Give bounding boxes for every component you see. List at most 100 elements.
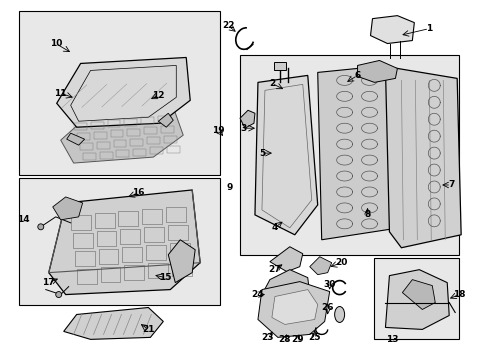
Bar <box>94 213 114 228</box>
Bar <box>170 243 190 258</box>
Text: 13: 13 <box>386 335 398 344</box>
Text: 23: 23 <box>261 333 274 342</box>
Text: 29: 29 <box>291 335 304 344</box>
Bar <box>150 147 163 154</box>
Bar <box>77 133 89 140</box>
Polygon shape <box>309 257 331 275</box>
Bar <box>90 122 103 129</box>
Polygon shape <box>168 240 195 283</box>
Text: 19: 19 <box>211 126 224 135</box>
Bar <box>124 265 144 280</box>
Bar <box>167 146 180 153</box>
Text: 3: 3 <box>240 124 245 133</box>
Bar <box>80 143 92 150</box>
Bar <box>82 153 95 160</box>
Polygon shape <box>271 289 317 324</box>
Text: 14: 14 <box>17 215 29 224</box>
Text: 17: 17 <box>42 278 55 287</box>
Bar <box>144 227 164 242</box>
Bar <box>107 120 120 127</box>
Polygon shape <box>262 270 309 311</box>
Bar <box>144 127 157 134</box>
Bar <box>133 149 146 156</box>
Polygon shape <box>49 190 200 294</box>
Text: 22: 22 <box>222 21 234 30</box>
Bar <box>122 247 142 262</box>
Bar <box>75 251 94 266</box>
Bar <box>124 119 137 126</box>
Bar <box>19 178 220 305</box>
Bar <box>146 245 166 260</box>
Bar <box>374 258 458 339</box>
Bar <box>118 211 138 226</box>
Polygon shape <box>53 197 82 220</box>
Polygon shape <box>254 75 317 235</box>
Bar <box>116 150 129 157</box>
Bar <box>19 11 220 175</box>
Bar <box>74 123 86 130</box>
Bar <box>166 207 186 222</box>
Bar <box>93 132 106 139</box>
Text: 11: 11 <box>54 89 67 98</box>
Text: 4: 4 <box>271 223 278 232</box>
Text: 18: 18 <box>452 290 465 299</box>
Text: 15: 15 <box>159 273 171 282</box>
Polygon shape <box>258 282 329 337</box>
Text: 5: 5 <box>258 149 264 158</box>
Text: 25: 25 <box>308 333 320 342</box>
Bar <box>110 130 123 137</box>
Text: 6: 6 <box>354 71 360 80</box>
Polygon shape <box>269 247 302 272</box>
Polygon shape <box>240 110 254 128</box>
Bar <box>120 229 140 244</box>
Bar <box>71 215 90 230</box>
Text: 8: 8 <box>364 210 370 219</box>
Bar <box>164 136 177 143</box>
Ellipse shape <box>334 306 344 323</box>
Polygon shape <box>158 113 173 127</box>
Bar <box>142 209 162 224</box>
Bar <box>158 116 171 123</box>
Polygon shape <box>357 60 397 82</box>
Bar <box>127 129 140 136</box>
Text: 27: 27 <box>268 265 281 274</box>
Bar <box>172 261 192 276</box>
Bar <box>96 141 109 149</box>
Bar <box>100 152 112 159</box>
Polygon shape <box>317 66 399 240</box>
Polygon shape <box>402 280 434 310</box>
Text: 10: 10 <box>49 39 62 48</box>
Text: 16: 16 <box>132 188 144 197</box>
Bar <box>147 137 160 144</box>
Bar <box>99 249 118 264</box>
Polygon shape <box>61 107 183 163</box>
Text: 24: 24 <box>251 290 264 299</box>
Polygon shape <box>385 68 460 248</box>
Text: 12: 12 <box>152 91 164 100</box>
Bar <box>168 225 188 240</box>
Bar <box>113 140 126 147</box>
Bar <box>130 139 143 146</box>
Polygon shape <box>63 307 163 339</box>
Circle shape <box>38 224 44 230</box>
Text: 21: 21 <box>142 325 154 334</box>
Bar <box>101 267 120 282</box>
Text: 28: 28 <box>278 335 290 344</box>
Text: 1: 1 <box>425 24 431 33</box>
Polygon shape <box>66 133 84 145</box>
Bar <box>77 269 96 284</box>
Circle shape <box>56 292 61 298</box>
Polygon shape <box>57 58 190 127</box>
Bar <box>148 263 168 278</box>
Text: 20: 20 <box>335 258 347 267</box>
Bar <box>96 231 116 246</box>
Bar <box>141 117 154 124</box>
Bar <box>161 126 174 133</box>
Bar <box>73 233 92 248</box>
Polygon shape <box>385 270 448 329</box>
Text: 30: 30 <box>323 280 335 289</box>
Text: 9: 9 <box>226 184 233 193</box>
Text: 2: 2 <box>268 79 274 88</box>
Bar <box>240 55 458 255</box>
FancyBboxPatch shape <box>273 62 285 71</box>
